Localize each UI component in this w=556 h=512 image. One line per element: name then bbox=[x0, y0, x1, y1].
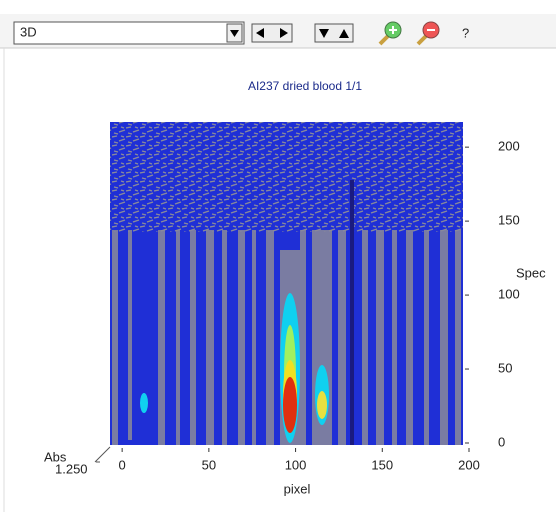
zoom-in[interactable] bbox=[378, 21, 402, 46]
x-tick-label: 0 bbox=[119, 457, 126, 472]
x-tick-label: 200 bbox=[458, 457, 480, 472]
heatmap bbox=[110, 122, 463, 445]
x-tick-label: 150 bbox=[371, 457, 393, 472]
zoom-out[interactable] bbox=[416, 21, 440, 46]
z-tick-label: 1.250 bbox=[55, 461, 88, 476]
x-tick-label: 50 bbox=[202, 457, 216, 472]
y-tick-label: 150 bbox=[498, 213, 520, 228]
chart-title: AI237 dried blood 1/1 bbox=[248, 79, 362, 93]
z-axis-label: Abs bbox=[44, 449, 67, 464]
y-axis-label: Spec bbox=[516, 265, 546, 280]
y-tick-label: 100 bbox=[498, 287, 520, 302]
scale-buttons[interactable] bbox=[314, 23, 354, 43]
view-select[interactable]: 3D bbox=[13, 21, 245, 45]
view-select-text: 3D bbox=[20, 24, 37, 39]
x-tick-label: 100 bbox=[285, 457, 307, 472]
x-axis-label: pixel bbox=[284, 481, 311, 496]
y-tick-label: 200 bbox=[498, 139, 520, 154]
z-axis bbox=[94, 446, 111, 463]
pan-buttons[interactable] bbox=[251, 23, 293, 43]
help-button[interactable]: ? bbox=[462, 25, 469, 40]
y-tick-label: 0 bbox=[498, 434, 505, 449]
y-tick-label: 50 bbox=[498, 360, 512, 375]
